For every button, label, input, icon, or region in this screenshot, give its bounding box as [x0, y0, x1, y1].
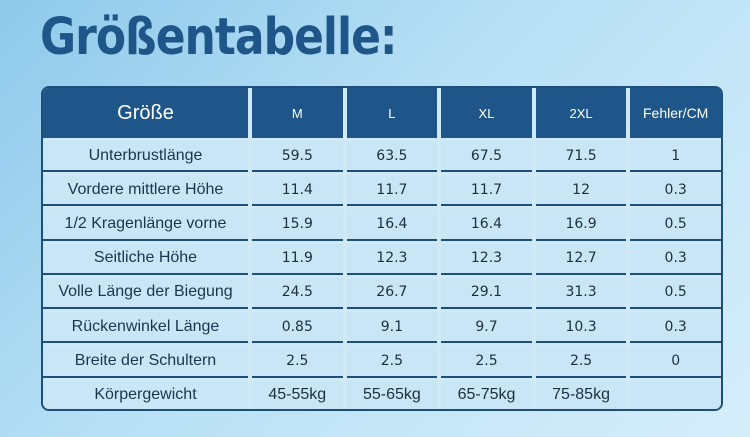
- column-header-size: Größe: [43, 88, 248, 138]
- table-cell: 12.3: [441, 243, 532, 275]
- table-cell: 63.5: [346, 141, 438, 173]
- row-label: Breite der Schultern: [43, 346, 248, 378]
- row-label: Seitliche Höhe: [43, 243, 248, 275]
- table-cell: 55-65kg: [346, 380, 438, 409]
- table-row: Körpergewicht 45-55kg 55-65kg 65-75kg 75-85k…: [43, 380, 721, 409]
- table-cell: 2.5: [252, 346, 343, 378]
- table-cell: 71.5: [535, 141, 627, 173]
- table-row: Unterbrustlänge 59.5 63.5 67.5 71.5 1: [43, 141, 721, 173]
- table-cell: 2.5: [441, 346, 532, 378]
- table-cell: 15.9: [252, 209, 343, 241]
- table-cell: 75-85kg: [535, 380, 627, 409]
- column-header-xl: XL: [441, 88, 532, 138]
- page-title: Größentabelle:: [40, 8, 398, 67]
- table-cell: 11.7: [346, 175, 438, 207]
- row-label: Vordere mittlere Höhe: [43, 175, 248, 207]
- table-cell: 0.3: [630, 243, 721, 275]
- table-row: Vordere mittlere Höhe 11.4 11.7 11.7 12 0.3: [43, 175, 721, 207]
- column-header-error: Fehler/CM: [630, 88, 721, 138]
- table-cell: 29.1: [441, 277, 532, 310]
- table-cell: 0.85: [252, 312, 343, 344]
- table-cell: 10.3: [535, 312, 627, 344]
- table-cell: [630, 380, 721, 409]
- table-cell: 45-55kg: [252, 380, 343, 409]
- table-cell: 24.5: [252, 277, 343, 310]
- table-header-row: Größe M L XL 2XL Fehler/CM: [43, 88, 721, 138]
- column-header-l: L: [346, 88, 438, 138]
- table-cell: 16.9: [535, 209, 627, 241]
- row-label: Volle Länge der Biegung: [43, 277, 248, 310]
- row-label: Unterbrustlänge: [43, 141, 248, 173]
- column-header-m: M: [252, 88, 343, 138]
- table-row: Seitliche Höhe 11.9 12.3 12.3 12.7 0.3: [43, 243, 721, 275]
- table-cell: 16.4: [441, 209, 532, 241]
- table-cell: 9.1: [346, 312, 438, 344]
- table-cell: 1: [630, 141, 721, 173]
- table-cell: 0.5: [630, 209, 721, 241]
- table-row: Volle Länge der Biegung 24.5 26.7 29.1 31.3 0…: [43, 277, 721, 310]
- table-cell: 0.3: [630, 175, 721, 207]
- table-cell: 59.5: [252, 141, 343, 173]
- table-cell: 9.7: [441, 312, 532, 344]
- table-cell: 12: [535, 175, 627, 207]
- table-cell: 0.3: [630, 312, 721, 344]
- table-cell: 12.7: [535, 243, 627, 275]
- table-cell: 12.3: [346, 243, 438, 275]
- table-row: 1/2 Kragenlänge vorne 15.9 16.4 16.4 16.9 0.5: [43, 209, 721, 241]
- table-cell: 0: [630, 346, 721, 378]
- table-cell: 31.3: [535, 277, 627, 310]
- column-header-2xl: 2XL: [535, 88, 627, 138]
- table-cell: 65-75kg: [441, 380, 532, 409]
- table-row: Rückenwinkel Länge 0.85 9.1 9.7 10.3 0.3: [43, 312, 721, 344]
- row-label: Rückenwinkel Länge: [43, 312, 248, 344]
- size-chart-table: Größe M L XL 2XL Fehler/CM Unterbrustlän…: [41, 86, 723, 411]
- table-cell: 16.4: [346, 209, 438, 241]
- table-cell: 2.5: [346, 346, 438, 378]
- row-label: Körpergewicht: [43, 380, 248, 409]
- table-cell: 2.5: [535, 346, 627, 378]
- table-cell: 0.5: [630, 277, 721, 310]
- table-cell: 26.7: [346, 277, 438, 310]
- table-row: Breite der Schultern 2.5 2.5 2.5 2.5 0: [43, 346, 721, 378]
- table-cell: 67.5: [441, 141, 532, 173]
- row-label: 1/2 Kragenlänge vorne: [43, 209, 248, 241]
- table-cell: 11.4: [252, 175, 343, 207]
- table-cell: 11.7: [441, 175, 532, 207]
- table-cell: 11.9: [252, 243, 343, 275]
